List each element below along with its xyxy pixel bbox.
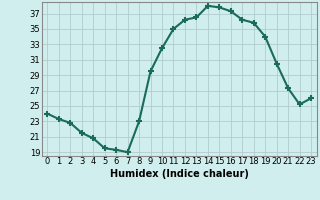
X-axis label: Humidex (Indice chaleur): Humidex (Indice chaleur) [110, 169, 249, 179]
